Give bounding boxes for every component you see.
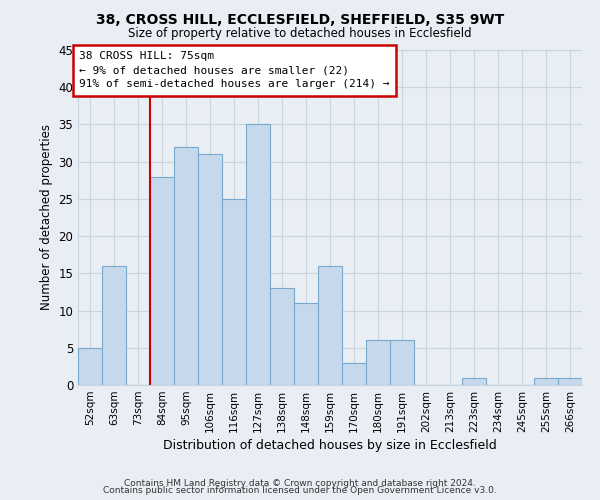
Bar [318,266,342,385]
Bar [222,199,246,385]
Bar [558,378,582,385]
Bar [102,266,126,385]
Y-axis label: Number of detached properties: Number of detached properties [40,124,53,310]
Bar [270,288,294,385]
Bar [246,124,270,385]
Text: 38 CROSS HILL: 75sqm
← 9% of detached houses are smaller (22)
91% of semi-detach: 38 CROSS HILL: 75sqm ← 9% of detached ho… [79,52,390,90]
Bar [342,362,366,385]
Bar [534,378,558,385]
Bar [198,154,222,385]
Bar [294,303,318,385]
Text: Size of property relative to detached houses in Ecclesfield: Size of property relative to detached ho… [128,28,472,40]
Bar [366,340,390,385]
Text: Contains HM Land Registry data © Crown copyright and database right 2024.: Contains HM Land Registry data © Crown c… [124,478,476,488]
Text: Contains public sector information licensed under the Open Government Licence v3: Contains public sector information licen… [103,486,497,495]
Bar [462,378,486,385]
Bar [150,176,174,385]
Bar [390,340,414,385]
X-axis label: Distribution of detached houses by size in Ecclesfield: Distribution of detached houses by size … [163,439,497,452]
Bar [78,348,102,385]
Text: 38, CROSS HILL, ECCLESFIELD, SHEFFIELD, S35 9WT: 38, CROSS HILL, ECCLESFIELD, SHEFFIELD, … [96,12,504,26]
Bar [174,147,198,385]
